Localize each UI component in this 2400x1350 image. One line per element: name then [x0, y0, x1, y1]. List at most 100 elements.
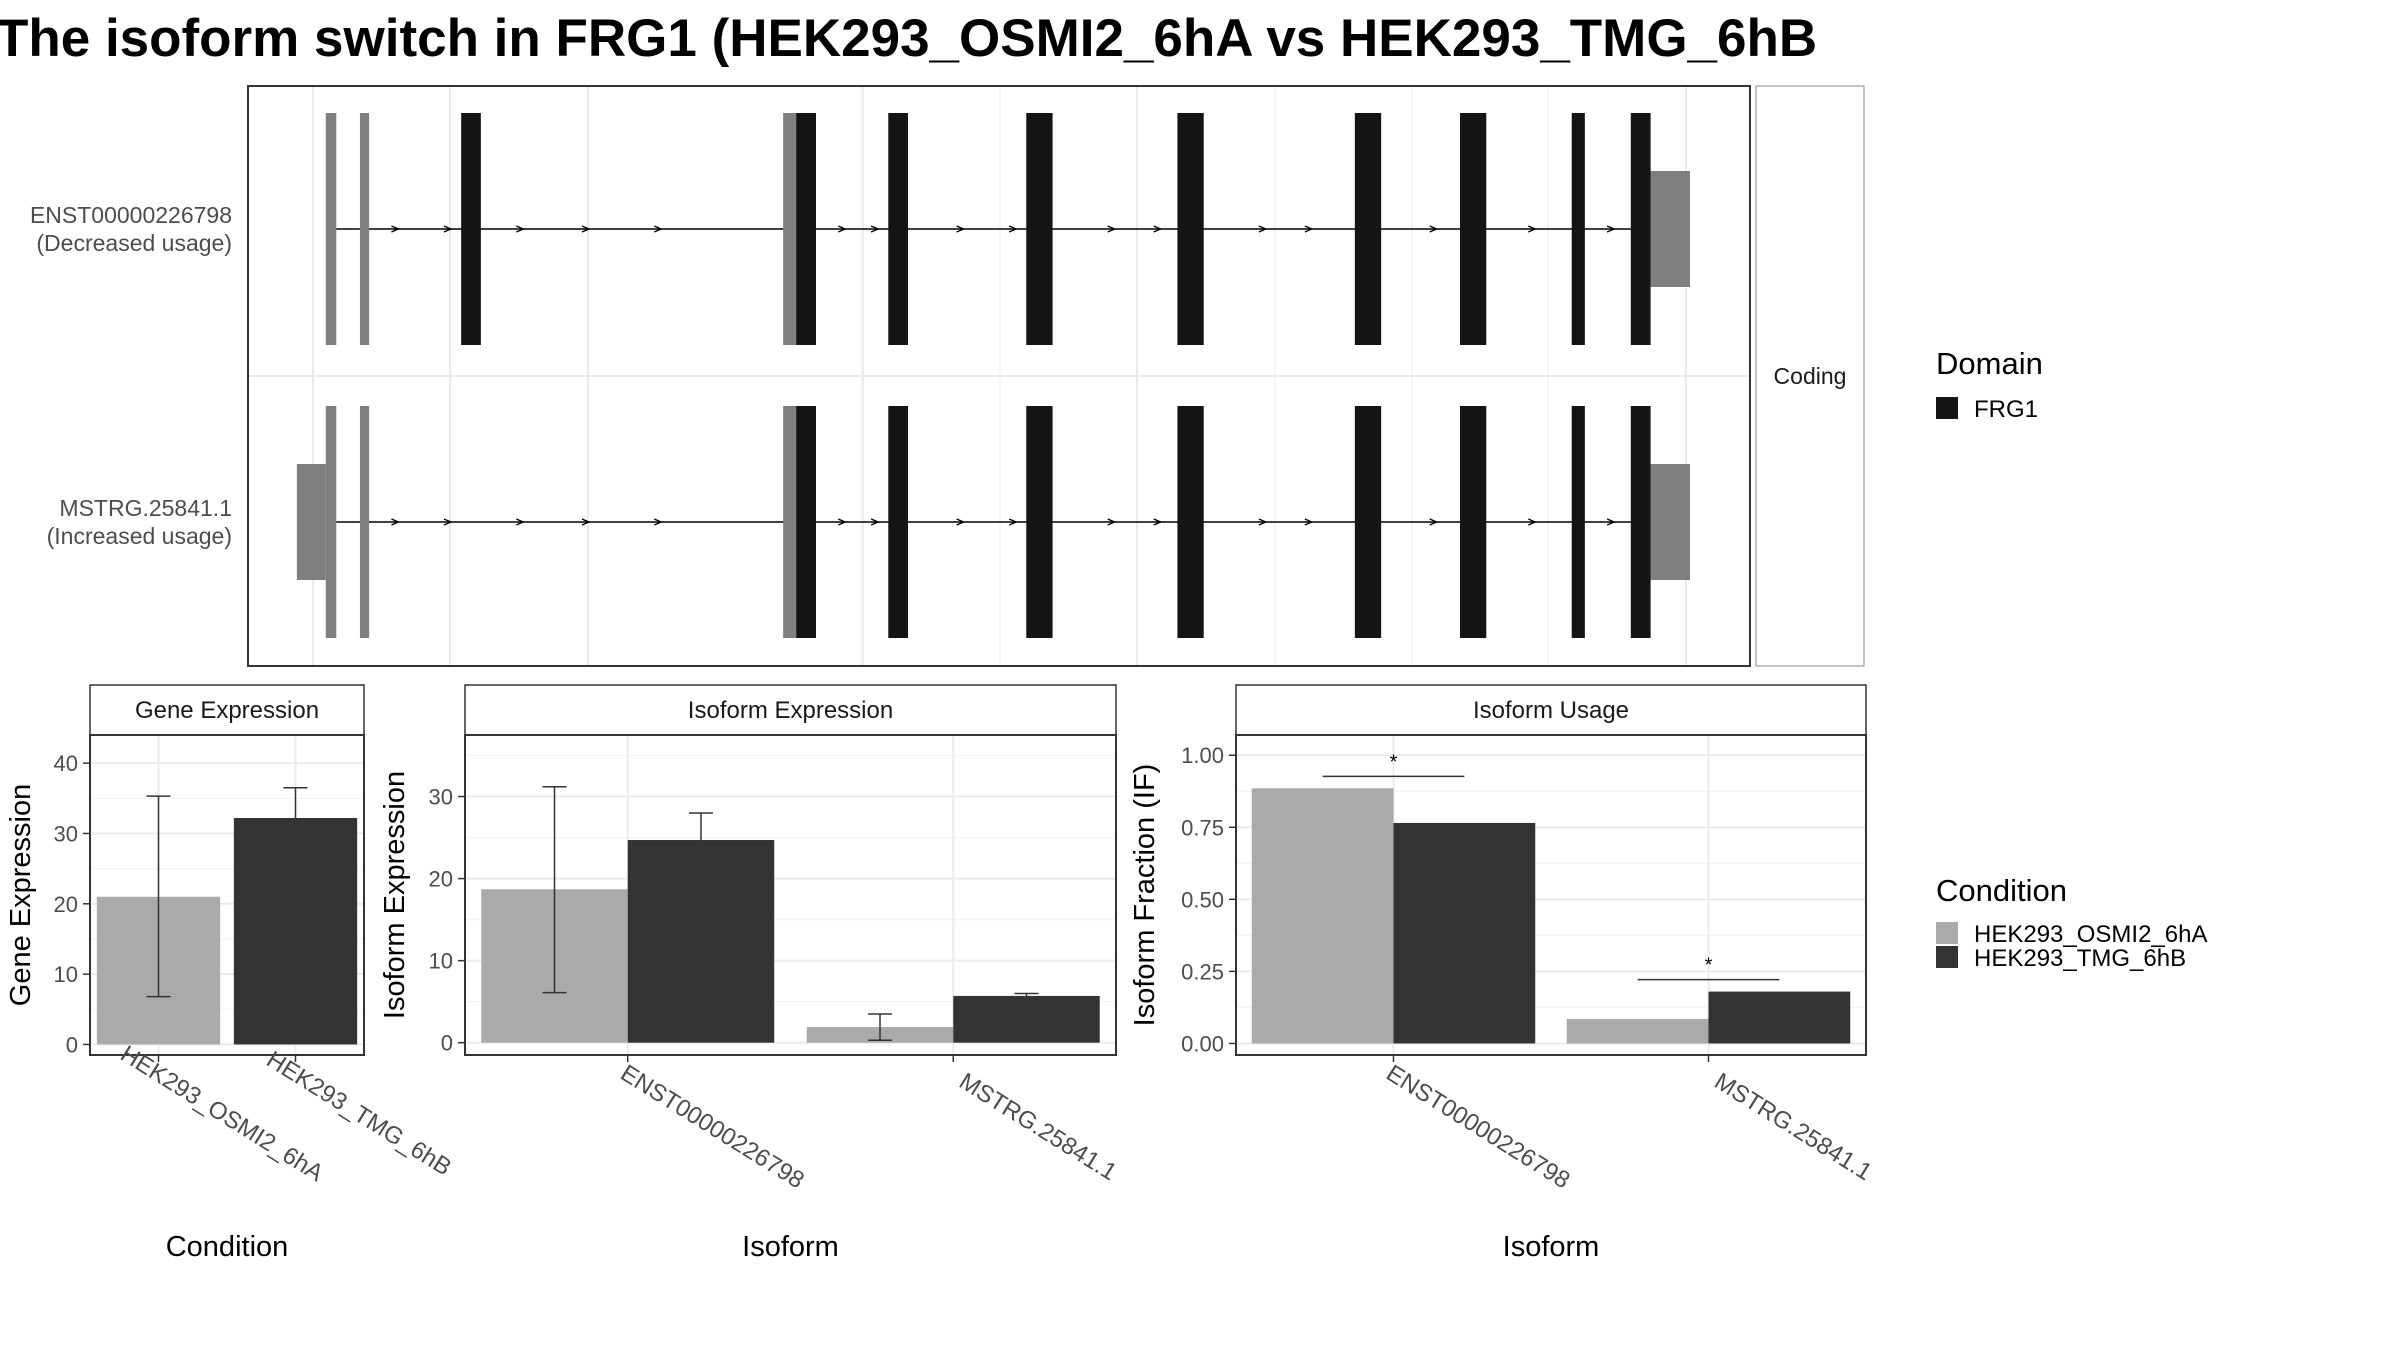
legends: Domain FRG1 Condition HEK293_OSMI2_6hAHEK29…: [1936, 346, 2207, 972]
panel-strip-label: Isoform Usage: [1473, 697, 1629, 724]
y-tick-label: 10: [429, 949, 453, 974]
intron-arrow: [516, 518, 525, 526]
transcript-usage-label: (Decreased usage): [36, 230, 232, 256]
domain-legend-swatch: [1936, 397, 1958, 419]
intron-arrow: [1304, 225, 1314, 233]
domain-block: [1177, 113, 1204, 345]
panel-strip: [1235, 684, 1867, 736]
intron-arrow: [1258, 225, 1268, 233]
y-tick-label: 40: [54, 751, 78, 776]
y-tick-label: 1.00: [1181, 743, 1224, 768]
domain-legend-title: Domain: [1936, 346, 2043, 381]
condition-legend-swatch: [1936, 922, 1958, 944]
domain-block: [1630, 406, 1651, 638]
utr-block-tall: [359, 406, 370, 638]
utr-block-tall: [359, 113, 370, 345]
domain-block: [1571, 113, 1585, 345]
utr-block-short: [1650, 171, 1690, 287]
intron-arrow: [838, 518, 847, 526]
y-tick-label: 20: [429, 867, 453, 892]
utr-block-short: [296, 464, 326, 580]
intron-arrow: [956, 225, 966, 233]
intron-arrow: [1107, 518, 1117, 526]
x-tick-label: MSTRG.25841.1: [954, 1068, 1121, 1186]
bar: [1566, 1018, 1709, 1044]
x-axis-title: Isoform: [1503, 1231, 1600, 1263]
intron-arrow: [838, 225, 847, 233]
plot-border: [1235, 734, 1867, 1056]
condition-legend-label: HEK293_TMG_6hB: [1974, 945, 2186, 972]
intron-arrow: [654, 225, 663, 233]
x-tick-label: ENST00000226798: [616, 1060, 809, 1195]
domain-block: [796, 113, 816, 345]
domain-block: [1026, 113, 1053, 345]
domain-block: [1460, 113, 1487, 345]
intron-arrow: [1008, 518, 1018, 526]
significance-star: *: [1705, 955, 1713, 977]
bar: [1251, 788, 1394, 1044]
coding-strip: Coding: [1755, 85, 1865, 667]
panel-strip-label: Gene Expression: [135, 697, 319, 724]
domain-block: [1177, 406, 1204, 638]
domain-block: [1026, 406, 1053, 638]
x-tick-label: ENST00000226798: [1381, 1060, 1574, 1195]
y-tick-label: 30: [54, 821, 78, 846]
domain-legend-label: FRG1: [1974, 396, 2038, 423]
domain-block: [1630, 113, 1651, 345]
domain-block: [796, 406, 816, 638]
y-tick-label: 10: [54, 962, 78, 987]
intron-arrow: [581, 225, 591, 233]
intron-arrow: [1528, 518, 1537, 526]
domain-block: [1571, 406, 1585, 638]
coding-strip-label: Coding: [1774, 363, 1847, 389]
intron-arrow: [1107, 225, 1117, 233]
domain-block: [1354, 113, 1382, 345]
panel-strip-label: Isoform Expression: [688, 697, 893, 724]
intron-arrow: [1008, 225, 1018, 233]
plot-border: [89, 734, 365, 1056]
intron-arrow: [654, 518, 663, 526]
intron-arrow: [391, 225, 401, 233]
domain-block: [1354, 406, 1382, 638]
y-tick-label: 0.75: [1181, 815, 1224, 840]
intron-arrow: [870, 518, 880, 526]
intron-arrow: [581, 518, 591, 526]
intron-arrow: [1153, 225, 1163, 233]
condition-legend-title: Condition: [1936, 873, 2067, 908]
intron-arrow: [1606, 225, 1616, 233]
utr-block-tall: [325, 113, 337, 345]
y-axis-title: Isoform Expression: [379, 771, 411, 1019]
x-axis-title: Isoform: [742, 1231, 839, 1263]
domain-block: [888, 113, 908, 345]
y-tick-label: 0.00: [1181, 1031, 1224, 1056]
intron-arrow: [1528, 225, 1537, 233]
transcript-usage-label: (Increased usage): [47, 523, 232, 549]
significance-star: *: [1390, 751, 1398, 773]
domain-block: [1460, 406, 1487, 638]
bar: [627, 840, 775, 1043]
bar: [1393, 822, 1536, 1044]
y-tick-label: 0: [441, 1031, 453, 1056]
condition-legend-swatch: [1936, 946, 1958, 968]
y-axis-title: Gene Expression: [5, 784, 37, 1006]
transcript-label: ENST00000226798: [30, 202, 232, 228]
bar: [1708, 991, 1851, 1044]
intron-arrow: [1429, 518, 1439, 526]
utr-block-short: [1650, 464, 1690, 580]
intron-arrow: [443, 518, 453, 526]
utr-block-tall: [325, 406, 337, 638]
intron-arrow: [1258, 518, 1268, 526]
figure-title: The isoform switch in FRG1 (HEK293_OSMI2…: [0, 9, 1817, 68]
bar: [953, 995, 1100, 1043]
y-tick-label: 0: [66, 1032, 78, 1057]
isoform-expression-panel: Isoform Expression 0 10 20 30 ENST00000226798…: [379, 684, 1121, 1263]
plot-border: [464, 734, 1117, 1056]
intron-arrow: [391, 518, 401, 526]
intron-arrow: [956, 518, 966, 526]
intron-arrow: [1606, 518, 1616, 526]
coding-strip-box: [1755, 85, 1865, 667]
intron-arrow: [1153, 518, 1163, 526]
intron-arrow: [1304, 518, 1314, 526]
x-axis-title: Condition: [166, 1231, 289, 1263]
